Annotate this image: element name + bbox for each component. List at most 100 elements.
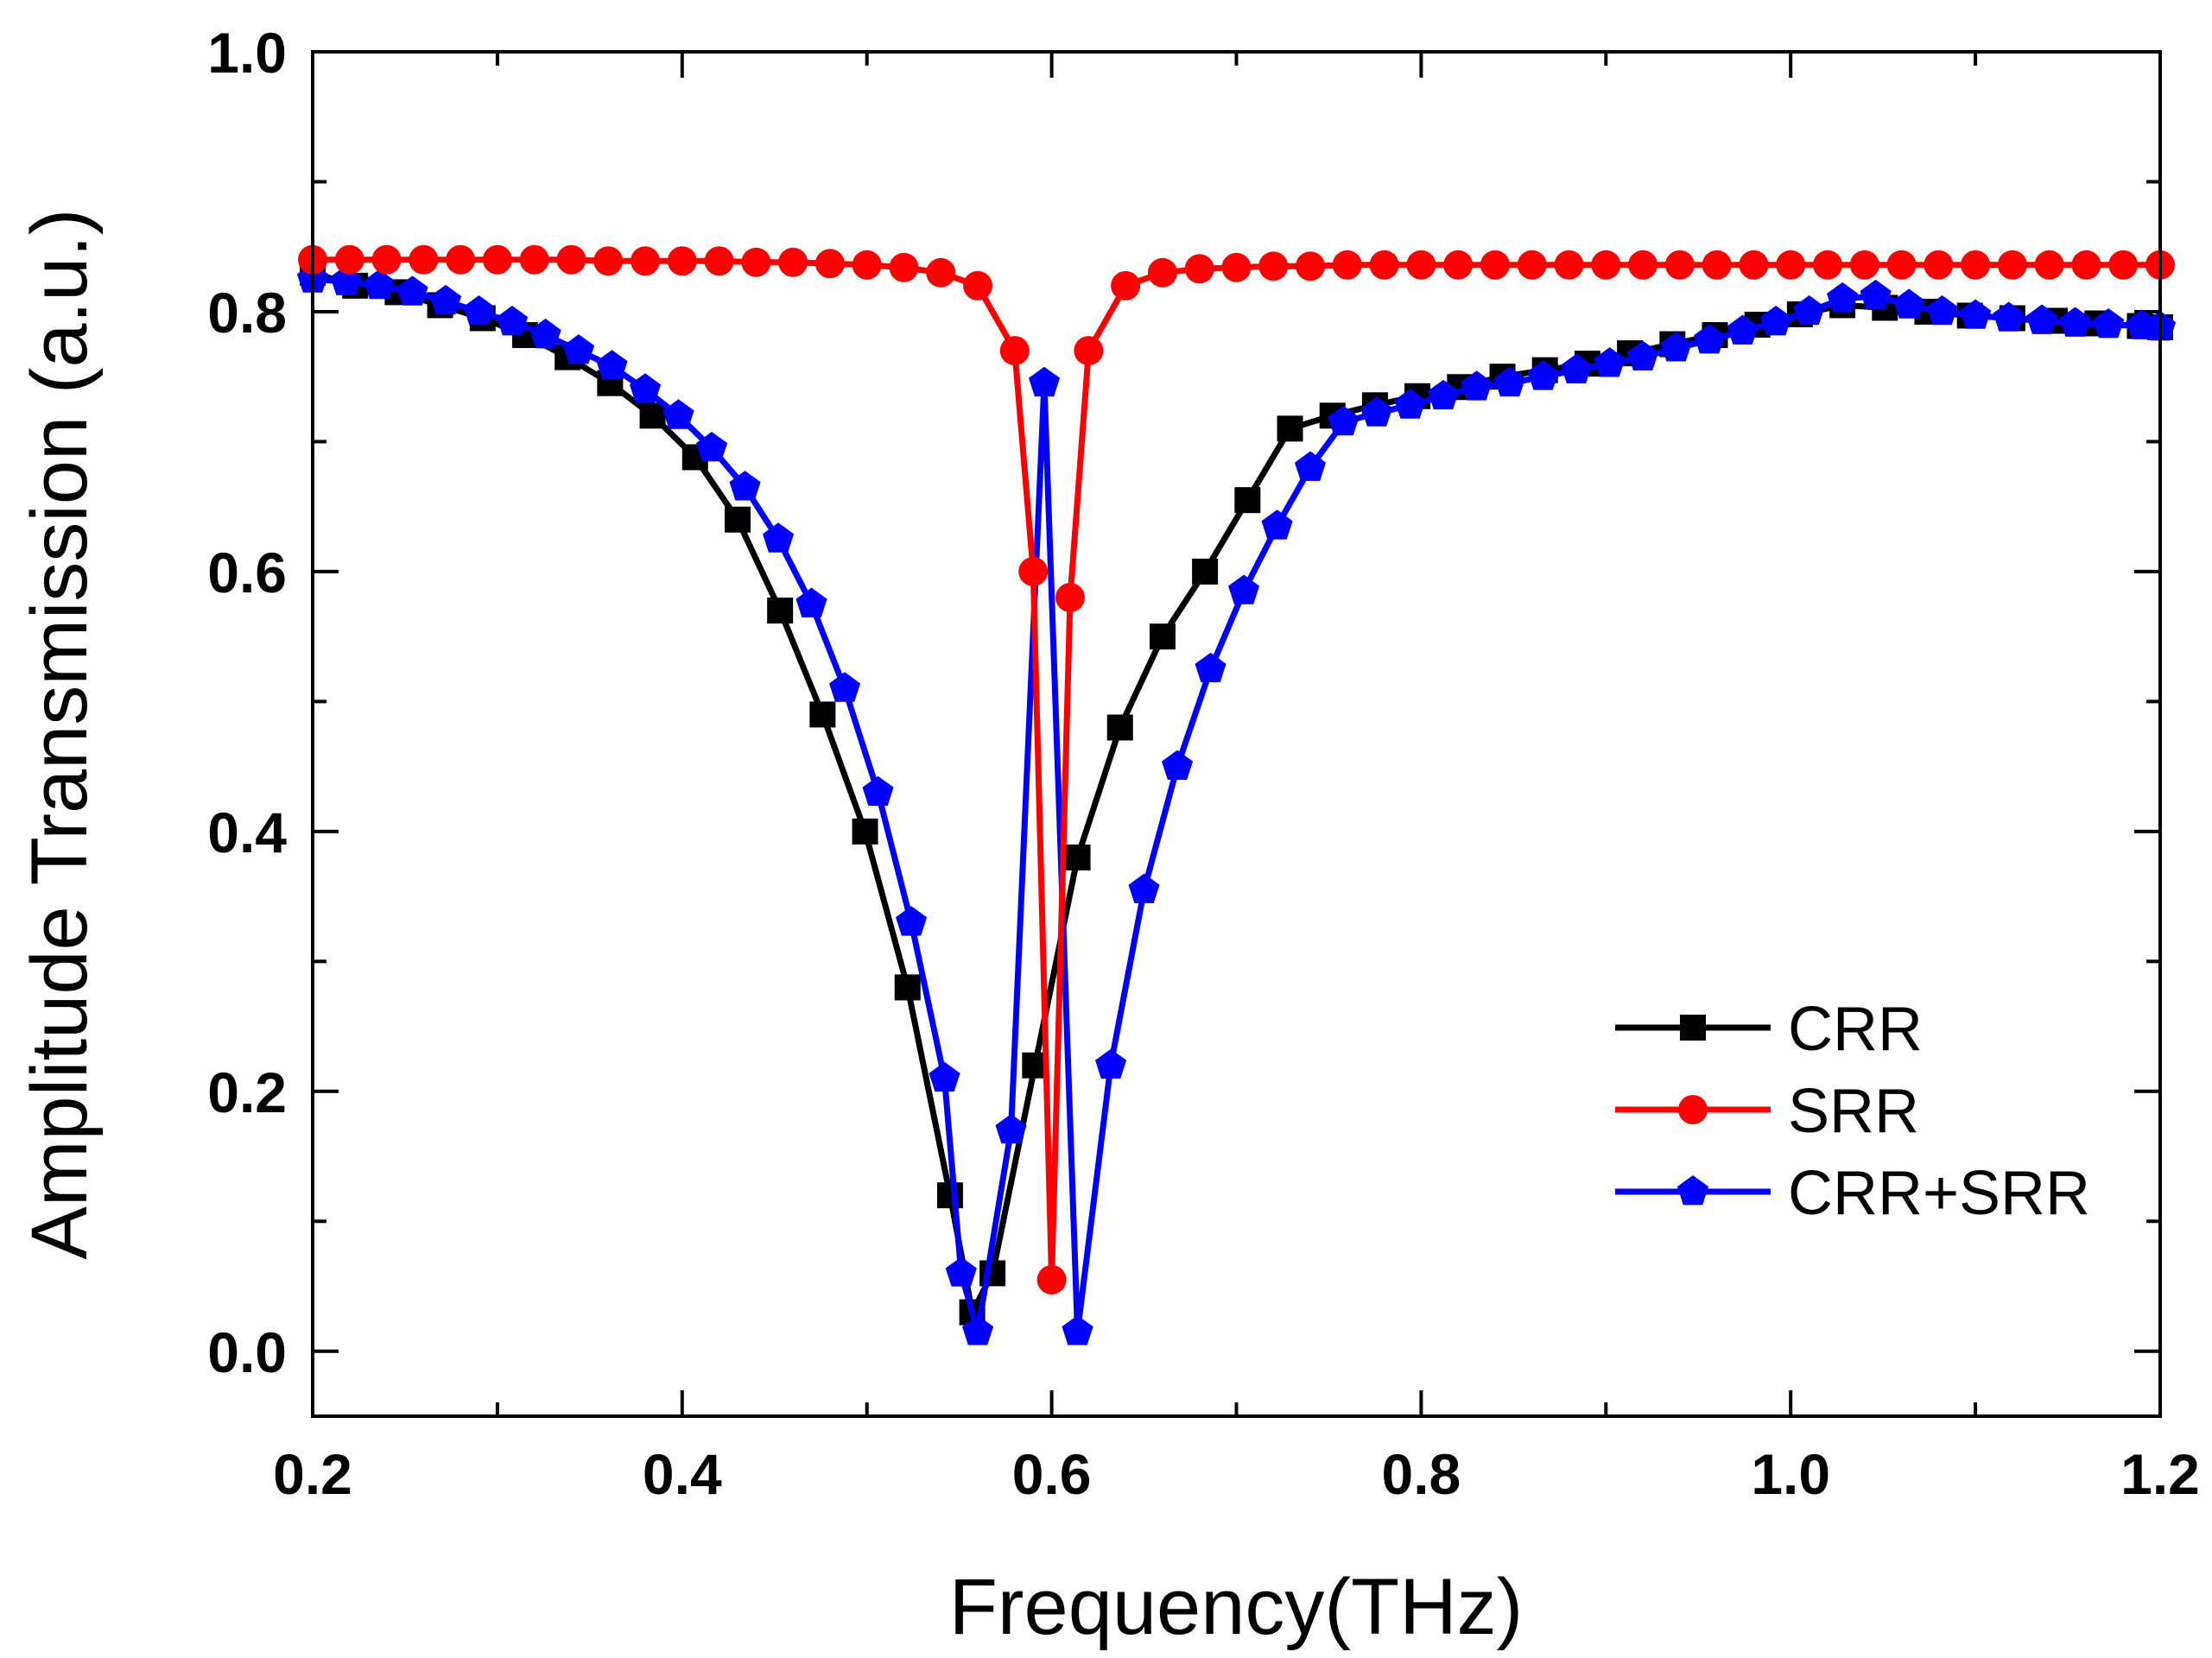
data-point xyxy=(724,506,751,533)
x-tick-label: 1.2 xyxy=(2120,1442,2200,1506)
data-point xyxy=(556,244,586,275)
data-point xyxy=(1443,250,1474,280)
series-srr xyxy=(298,244,2175,1294)
data-point xyxy=(1192,558,1219,585)
data-point xyxy=(596,350,628,380)
data-point xyxy=(1480,250,1510,280)
data-point xyxy=(778,247,808,277)
data-point xyxy=(2108,250,2139,280)
legend-item: CRR xyxy=(1615,995,1923,1064)
data-point xyxy=(1406,250,1436,280)
data-point xyxy=(1369,250,1399,280)
data-point xyxy=(1660,332,1692,362)
data-point xyxy=(446,244,476,275)
data-point xyxy=(1328,405,1360,436)
data-point xyxy=(1111,270,1141,301)
data-point xyxy=(1527,360,1559,390)
series-line xyxy=(311,269,2161,1316)
data-point xyxy=(1074,336,1104,366)
data-point xyxy=(1827,282,1859,313)
x-tick-label: 0.4 xyxy=(643,1442,722,1506)
data-point xyxy=(1461,370,1493,401)
data-point xyxy=(936,1182,963,1209)
data-point xyxy=(1886,250,1917,280)
data-point xyxy=(1997,250,2027,280)
data-point xyxy=(741,247,771,277)
data-point xyxy=(962,1315,994,1345)
data-point xyxy=(409,244,439,275)
data-point xyxy=(1261,509,1293,540)
x-tick-label: 1.0 xyxy=(1751,1442,1830,1506)
plot-frame xyxy=(311,50,2162,1418)
legend: CRR SRR CRR+SRR xyxy=(1615,995,2090,1228)
legend-item: SRR xyxy=(1615,1077,1919,1146)
data-point xyxy=(1849,250,1879,280)
data-point xyxy=(809,701,836,728)
data-point xyxy=(1727,314,1759,345)
data-point xyxy=(763,522,795,553)
data-point xyxy=(829,672,861,702)
data-point xyxy=(629,373,662,403)
y-tick-label: 0.4 xyxy=(207,801,287,864)
data-point xyxy=(1517,250,1547,280)
data-point xyxy=(463,295,495,326)
series-layer xyxy=(296,244,2177,1345)
data-point xyxy=(767,598,794,624)
data-point xyxy=(814,249,845,279)
data-point xyxy=(1694,324,1726,354)
data-point xyxy=(334,244,364,275)
data-point xyxy=(1332,250,1362,280)
data-point xyxy=(729,471,761,501)
data-point xyxy=(1860,279,1892,310)
legend-marker xyxy=(1676,1175,1709,1206)
data-point xyxy=(1147,257,1177,288)
data-point xyxy=(1494,366,1526,397)
data-point xyxy=(1594,347,1626,377)
data-point xyxy=(1149,623,1176,650)
data-point xyxy=(1664,250,1695,280)
data-point xyxy=(1961,250,1991,280)
data-point xyxy=(667,246,697,276)
data-point xyxy=(593,246,624,276)
data-point xyxy=(2071,250,2101,280)
data-point xyxy=(1018,556,1049,586)
data-point xyxy=(1361,396,1393,427)
axis-ticks xyxy=(311,50,2162,1416)
y-tick-labels: 0.0 0.2 0.4 0.6 0.8 1.0 xyxy=(207,21,287,1384)
data-point xyxy=(529,319,561,349)
y-tick-label: 0.0 xyxy=(207,1320,287,1384)
data-point xyxy=(852,818,878,845)
data-point xyxy=(963,270,993,301)
data-point xyxy=(1055,583,1085,612)
data-point xyxy=(1029,366,1061,397)
legend-marker xyxy=(1678,1095,1708,1124)
data-point xyxy=(363,269,396,300)
data-point xyxy=(2026,304,2058,334)
data-point xyxy=(519,244,549,275)
data-point xyxy=(1554,250,1584,280)
legend-marker xyxy=(1680,1015,1706,1041)
data-point xyxy=(852,250,882,280)
data-point xyxy=(2059,307,2091,337)
data-point xyxy=(1628,250,1658,280)
data-point xyxy=(2093,308,2125,339)
data-point xyxy=(1793,295,1825,326)
data-point xyxy=(862,775,894,807)
legend-label: CRR+SRR xyxy=(1788,1159,2090,1228)
data-point xyxy=(1812,250,1842,280)
data-point xyxy=(1062,1315,1093,1345)
y-tick-label: 0.6 xyxy=(207,541,287,604)
data-point xyxy=(1128,873,1160,903)
data-point xyxy=(396,275,428,306)
data-point xyxy=(662,399,694,429)
data-point xyxy=(1561,353,1593,383)
data-point xyxy=(1036,1265,1067,1294)
data-point xyxy=(1993,301,2025,332)
data-point xyxy=(1184,254,1214,284)
data-point xyxy=(926,257,956,288)
data-point xyxy=(929,1061,960,1092)
data-point xyxy=(1228,574,1260,604)
data-point xyxy=(429,284,462,315)
data-point xyxy=(1258,251,1289,282)
